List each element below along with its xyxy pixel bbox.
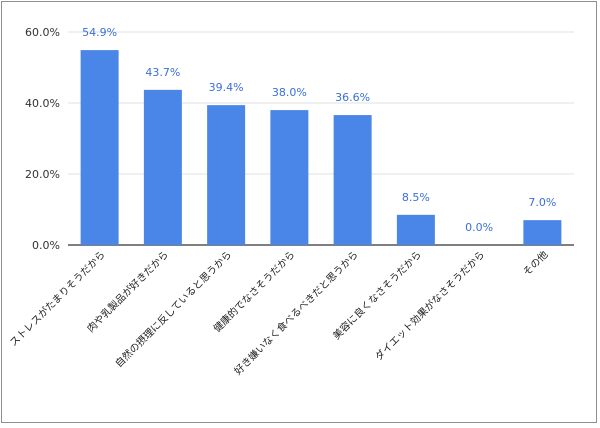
x-tick-label: 好き嫌いなく食べるべきだと思うから [231, 248, 360, 377]
data-label: 38.0% [272, 86, 307, 99]
y-tick-label: 60.0% [25, 26, 60, 39]
data-label: 36.6% [335, 91, 370, 104]
x-tick-label: その他 [520, 248, 550, 278]
y-tick-label: 0.0% [32, 239, 60, 252]
bar [523, 220, 562, 245]
y-tick-label: 40.0% [25, 97, 60, 110]
data-label: 8.5% [402, 191, 430, 204]
bar [396, 214, 435, 245]
bar [143, 89, 182, 246]
y-tick-label: 20.0% [25, 168, 60, 181]
data-label: 54.9% [82, 26, 117, 39]
data-label: 39.4% [209, 81, 244, 94]
x-tick-label: ダイエット効果がなさそうだから [372, 248, 487, 363]
bar [270, 110, 309, 245]
data-label: 7.0% [528, 196, 556, 209]
bar [333, 115, 372, 245]
data-label: 0.0% [465, 221, 493, 234]
data-label: 43.7% [145, 66, 180, 79]
x-tick-label: 自然の摂理に反していると思うから [112, 248, 234, 370]
chart-frame: 0.0% 20.0% 40.0% 60.0% 54.9% ストレスがたまりそうだから 43.… [1, 1, 597, 423]
bar [207, 105, 246, 245]
bar [80, 50, 119, 246]
